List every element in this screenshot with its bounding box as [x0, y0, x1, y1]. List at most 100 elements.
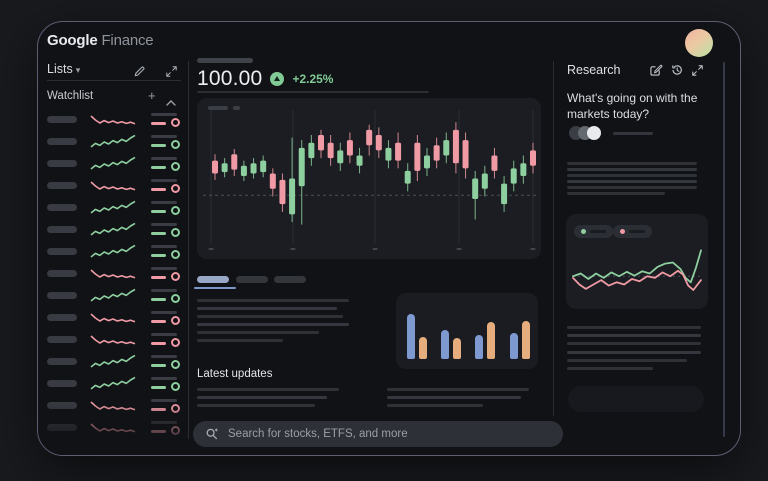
trend-badge-icon — [171, 294, 180, 303]
main-research-divider — [553, 61, 554, 416]
search-icon — [206, 428, 219, 440]
trend-badge-icon — [171, 382, 180, 391]
trend-badge-icon — [171, 184, 180, 193]
compose-button[interactable] — [650, 63, 663, 81]
tab-2[interactable] — [236, 276, 268, 283]
bar — [419, 336, 427, 359]
text-skeleton — [197, 307, 337, 310]
watchlist-row[interactable] — [47, 241, 182, 263]
price-skeleton — [151, 223, 177, 226]
watchlist-row[interactable] — [47, 373, 182, 395]
research-skeleton — [567, 192, 665, 195]
update-skeleton — [387, 388, 529, 391]
watchlist-rows — [47, 109, 182, 439]
bar — [487, 322, 495, 359]
watchlist-row[interactable] — [47, 175, 182, 197]
change-skeleton — [151, 364, 166, 367]
price-skeleton — [151, 333, 177, 336]
ticker-skeleton — [47, 160, 77, 167]
change-skeleton — [151, 298, 166, 301]
price-skeleton — [151, 421, 177, 424]
expand-research-button[interactable] — [692, 63, 703, 81]
change-skeleton — [151, 210, 166, 213]
bar — [475, 335, 483, 359]
sparkline-up — [91, 199, 135, 215]
search-bar[interactable] — [193, 421, 563, 447]
watchlist-row[interactable] — [47, 131, 182, 153]
price-skeleton — [151, 289, 177, 292]
research-skeleton — [567, 168, 697, 171]
watchlist-row[interactable] — [47, 351, 182, 373]
research-scrollbar[interactable] — [723, 62, 725, 437]
history-button[interactable] — [671, 63, 683, 81]
sparkline-up — [91, 243, 135, 259]
research-title: Research — [567, 63, 621, 77]
research-input-skeleton[interactable] — [568, 386, 704, 412]
compose-icon — [650, 64, 663, 76]
watchlist-row[interactable] — [47, 263, 182, 285]
watchlist-row[interactable] — [47, 329, 182, 351]
watchlist-row[interactable] — [47, 285, 182, 307]
ticker-skeleton — [47, 292, 77, 299]
user-avatar[interactable] — [685, 29, 713, 57]
research-skeleton — [567, 174, 697, 177]
tab-3[interactable] — [274, 276, 306, 283]
watchlist-row[interactable] — [47, 197, 182, 219]
app-logo: Google Finance — [47, 32, 154, 49]
research-skeleton — [567, 342, 701, 345]
search-input[interactable] — [228, 428, 551, 440]
expand-lists-button[interactable] — [166, 64, 177, 82]
trend-badge-icon — [171, 404, 180, 413]
research-question: What's going on with the markets today? — [567, 91, 698, 121]
sparkline-up — [91, 353, 135, 369]
bar — [453, 337, 461, 359]
change-skeleton — [151, 320, 166, 323]
lists-dropdown[interactable]: Lists ▾ — [47, 62, 80, 76]
research-skeleton — [567, 367, 653, 370]
change-value: +2.25% — [292, 72, 334, 86]
volume-bar-chart — [396, 293, 538, 369]
price-underline — [197, 91, 429, 93]
price-skeleton — [151, 113, 177, 116]
sparkline-down — [91, 177, 135, 193]
watchlist-row[interactable] — [47, 417, 182, 439]
chevron-down-icon: ▾ — [75, 65, 81, 75]
text-skeleton — [197, 331, 319, 334]
watchlist-row[interactable] — [47, 307, 182, 329]
ticker-skeleton — [47, 182, 77, 189]
chart-legend-skeleton — [208, 106, 228, 110]
watchlist-row[interactable] — [47, 153, 182, 175]
change-skeleton — [151, 254, 166, 257]
watchlist-row[interactable] — [47, 109, 182, 131]
tab-active[interactable] — [197, 276, 229, 283]
sparkline-up — [91, 221, 135, 237]
watchlist-row[interactable] — [47, 395, 182, 417]
change-skeleton — [151, 276, 166, 279]
active-tab-indicator — [194, 287, 236, 289]
update-skeleton — [387, 404, 483, 407]
ticker-skeleton — [47, 336, 77, 343]
add-to-watchlist-button[interactable]: + — [148, 88, 156, 103]
legend-pill-up[interactable] — [574, 225, 613, 238]
candlestick-chart — [203, 110, 537, 250]
change-skeleton — [151, 386, 166, 389]
watchlist-row[interactable] — [47, 219, 182, 241]
sparkline-down — [91, 419, 135, 435]
research-skeleton — [567, 351, 701, 354]
change-skeleton — [151, 232, 166, 235]
sparkline-down — [91, 331, 135, 347]
comparison-chart-card[interactable] — [566, 214, 708, 309]
collapse-watchlist-button[interactable] — [166, 93, 176, 111]
ticker-skeleton — [47, 270, 77, 277]
sidebar-main-divider — [188, 61, 189, 439]
candlestick-chart-panel[interactable] — [197, 98, 541, 259]
ticker-skeleton — [47, 226, 77, 233]
trend-badge-icon — [171, 118, 180, 127]
legend-pill-down[interactable] — [613, 225, 652, 238]
edit-icon — [134, 66, 145, 77]
expand-icon — [166, 66, 177, 77]
avatar-group-skeleton — [613, 132, 653, 135]
research-skeleton — [567, 162, 697, 165]
watchlist-header: Watchlist — [47, 90, 94, 102]
edit-list-button[interactable] — [134, 64, 145, 82]
